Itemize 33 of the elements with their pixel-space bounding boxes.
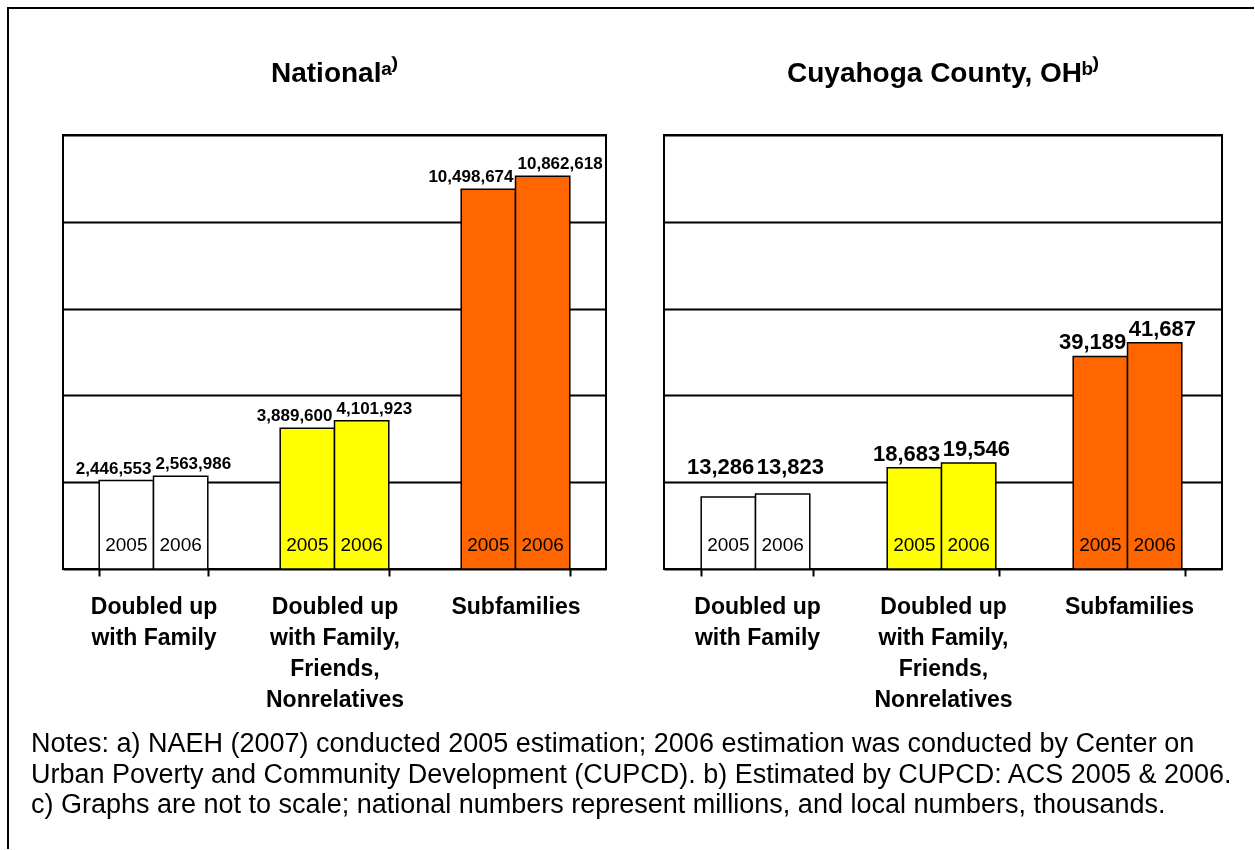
data-label: 10,862,618 [517,154,603,174]
x-tick-label: Doubled up with Family [693,592,821,650]
text: 2006 [521,534,564,555]
data-label: 39,189 [1058,329,1127,355]
text: 2006 [947,534,990,555]
series-label: 2006 [761,534,804,555]
text: Notes: a) NAEH (2007) conducted 2005 estimation; 2006 estimation was conducted by Center on Urban Poverty and Community Development (CUPCD). b) Estimated by CUPCD: ACS 2005 & 2006. c) Graphs are not to scale; national numbers represent millions, and local numbers, thousands. [31,728,1232,819]
text: 2005 [286,534,329,555]
data-label: 13,823 [756,454,825,480]
data-label: 41,687 [1128,315,1197,341]
text: 2005 [467,534,510,555]
data-label: 4,101,923 [336,398,413,418]
series-label: 2005 [707,534,750,555]
text: 2006 [1133,534,1176,555]
data-label: 2,563,986 [155,454,232,474]
x-tick-label: Doubled up with Family, Friends, Nonrelatives [874,592,1013,712]
chart-title: Nationalᵃ⁾ [270,56,399,88]
text: 2005 [893,534,936,555]
x-tick-label: Doubled up with Family [90,592,218,650]
data-label: 18,683 [872,440,941,466]
data-label: 3,889,600 [256,406,333,426]
data-label: 10,498,674 [428,167,515,187]
chart-title: Cuyahoga County, OHᵇ⁾ [787,56,1099,88]
x-tick-label: Doubled up with Family, Friends, Nonrelatives [265,592,405,712]
series-label: 2006 [159,534,202,555]
data-label: 2,446,553 [75,458,152,478]
series-label: 2005 [105,534,148,555]
x-tick-label: Subfamilies [1064,592,1195,619]
data-label: 19,546 [942,435,1011,461]
text: 2006 [340,534,383,555]
data-label: 13,286 [686,454,755,480]
text: 2005 [1079,534,1122,555]
x-tick-label: Subfamilies [451,592,581,619]
